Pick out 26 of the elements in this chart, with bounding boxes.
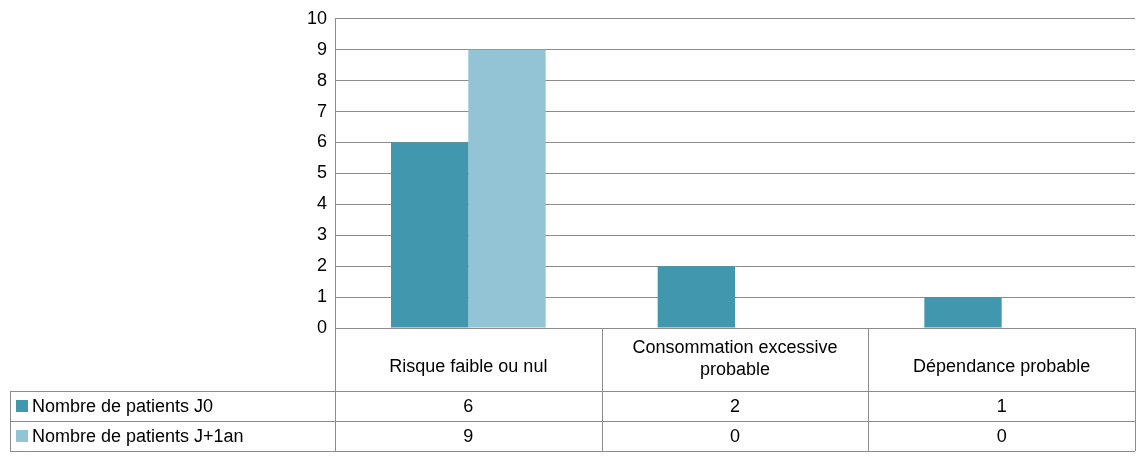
y-tick-label: 8 bbox=[316, 69, 327, 90]
y-tick-label: 2 bbox=[316, 255, 327, 276]
x-tick-label: Dépendance probable bbox=[913, 356, 1091, 377]
y-tick-label: 1 bbox=[316, 286, 327, 307]
data-label: 6 bbox=[463, 395, 474, 416]
legend-label: Nombre de patients J+1an bbox=[32, 425, 244, 446]
y-tick-label: 7 bbox=[316, 100, 327, 121]
bar bbox=[924, 297, 1002, 328]
data-label: 9 bbox=[463, 425, 474, 446]
bar bbox=[657, 266, 735, 328]
y-tick-label: 5 bbox=[316, 162, 327, 183]
x-tick-label: Consommation excessive probable bbox=[632, 337, 838, 380]
data-label: 1 bbox=[996, 395, 1007, 416]
data-label: 2 bbox=[729, 395, 741, 416]
y-tick-label: 3 bbox=[316, 224, 327, 245]
bar bbox=[391, 142, 469, 328]
data-label: 0 bbox=[996, 425, 1007, 446]
bar bbox=[468, 49, 546, 328]
y-tick-label: 10 bbox=[306, 7, 327, 28]
x-tick-label: Risque faible ou nul bbox=[389, 356, 548, 377]
y-tick-label: 6 bbox=[316, 131, 327, 152]
y-tick-label: 9 bbox=[316, 38, 327, 59]
y-tick-label: 0 bbox=[316, 316, 327, 337]
data-label: 0 bbox=[729, 425, 741, 446]
y-tick-label: 4 bbox=[316, 193, 327, 214]
legend-label: Nombre de patients J0 bbox=[32, 395, 214, 416]
